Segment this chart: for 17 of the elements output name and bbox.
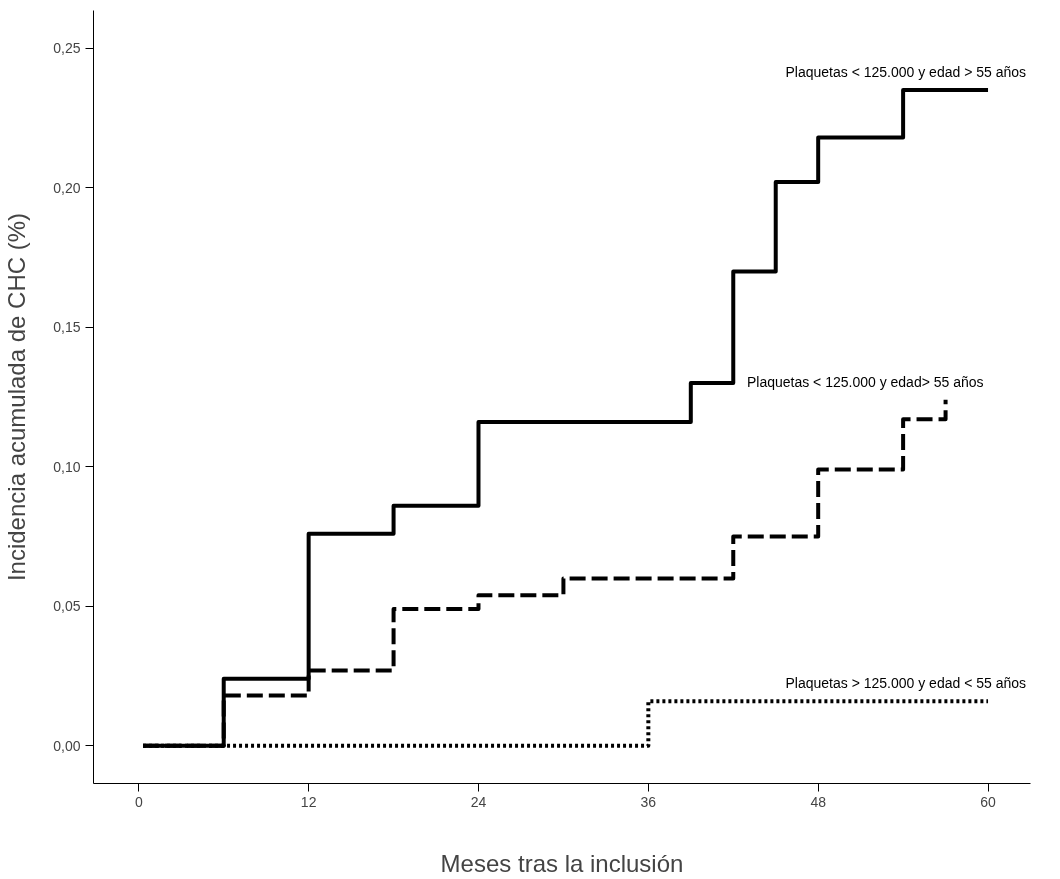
- text: Plaquetas < 125.000 y edad> 55 años: [746, 373, 984, 390]
- y-tick-label: 0,05: [53, 598, 81, 615]
- x-tick-label: 12: [300, 793, 317, 810]
- x-tick-label: 60: [980, 793, 997, 810]
- x-tick-label: 0: [134, 793, 143, 810]
- series-label: Plaquetas < 125.000 y edad > 55 años: [785, 64, 1027, 81]
- x-tick-label: 36: [640, 793, 657, 810]
- x-axis-title: Meses tras la inclusión: [440, 849, 684, 877]
- x-tick-label: 24: [470, 793, 487, 810]
- y-tick-label: 0,15: [53, 319, 81, 336]
- series-label: Plaquetas > 125.000 y edad < 55 años: [785, 675, 1027, 692]
- y-axis-title: Incidencia acumulada de CHC (%): [3, 212, 31, 582]
- y-tick-label: 0,10: [53, 458, 81, 475]
- y-tick-label: 0,20: [53, 179, 81, 196]
- x-tick-label: 48: [810, 793, 827, 810]
- y-tick-label: 0,25: [53, 40, 81, 57]
- y-tick-label: 0,00: [53, 737, 81, 754]
